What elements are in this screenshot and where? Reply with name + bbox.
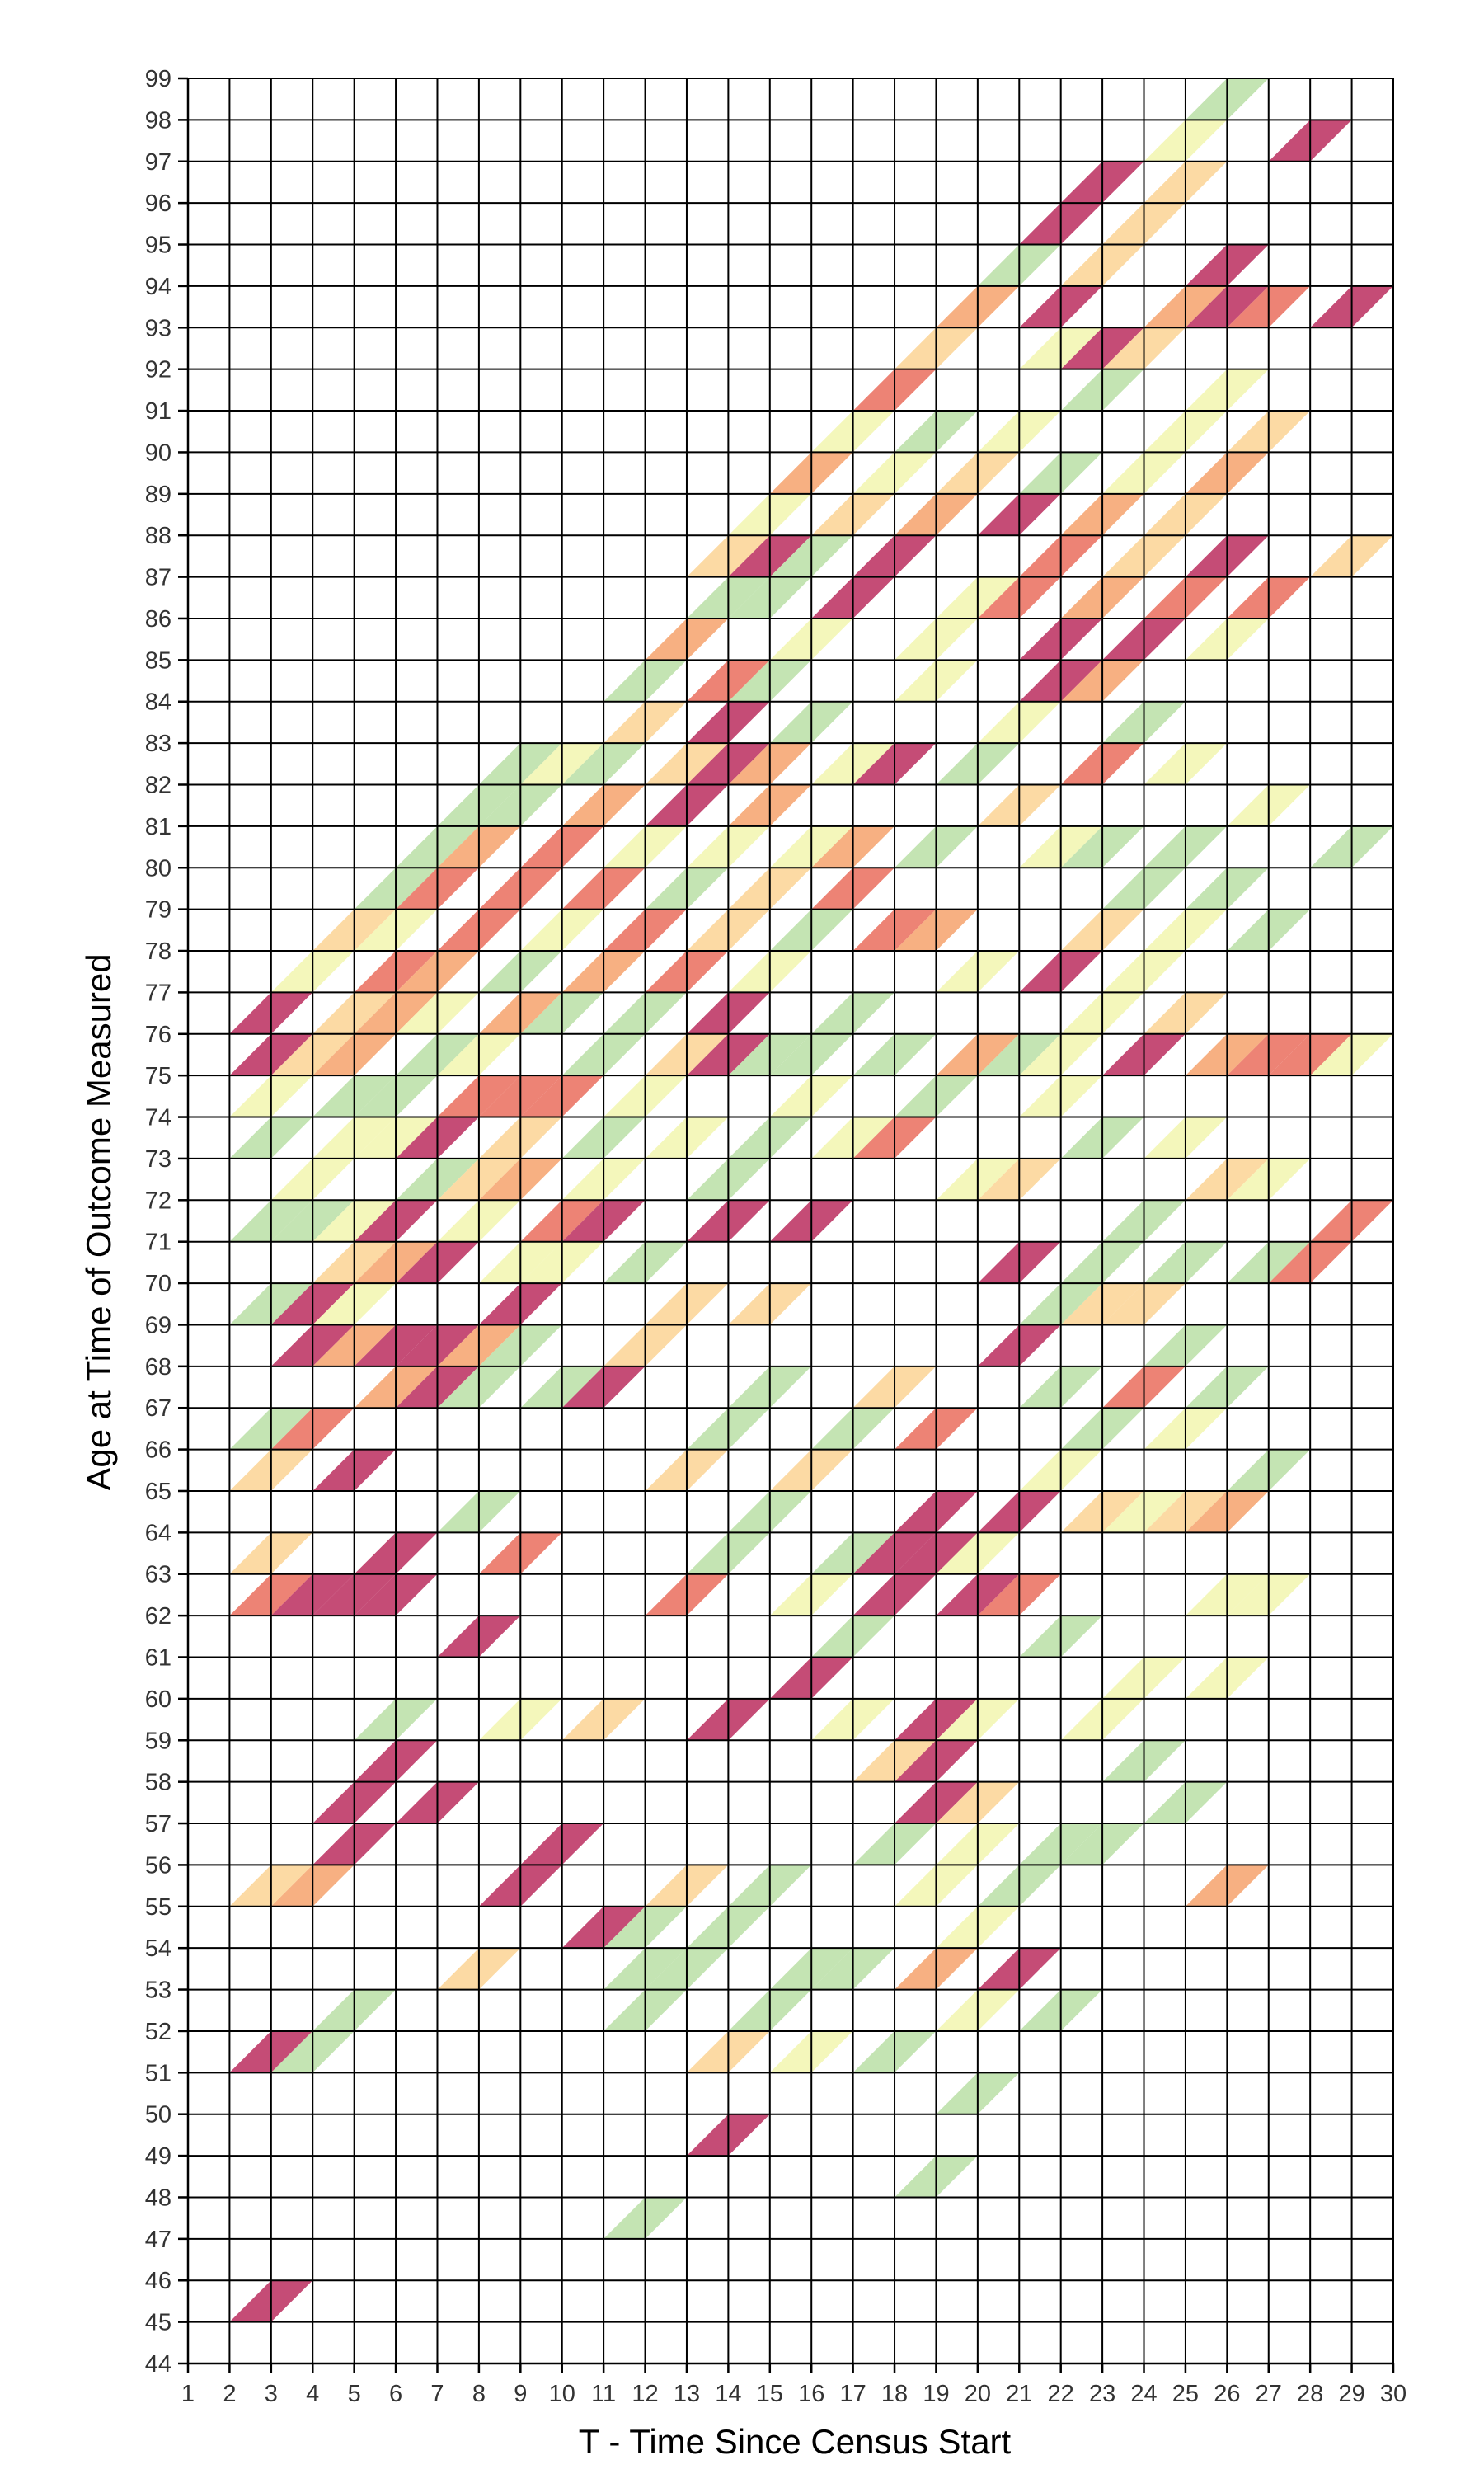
- x-tick-label-3: 3: [265, 2381, 278, 2407]
- y-tick-label-52: 52: [145, 2019, 171, 2045]
- x-tick-label-9: 9: [514, 2381, 527, 2407]
- y-tick-label-56: 56: [145, 1852, 171, 1879]
- y-tick-label-51: 51: [145, 2060, 171, 2086]
- y-tick-label-47: 47: [145, 2227, 171, 2253]
- y-tick-label-91: 91: [145, 398, 171, 425]
- x-tick-label-25: 25: [1172, 2381, 1199, 2407]
- x-tick-label-1: 1: [181, 2381, 195, 2407]
- y-tick-label-67: 67: [145, 1395, 171, 1422]
- y-tick-label-72: 72: [145, 1188, 171, 1214]
- x-tick-label-19: 19: [923, 2381, 949, 2407]
- y-tick-label-60: 60: [145, 1686, 171, 1713]
- x-tick-label-12: 12: [632, 2381, 658, 2407]
- x-tick-label-11: 11: [591, 2381, 616, 2407]
- y-tick-label-85: 85: [145, 647, 171, 674]
- y-tick-label-75: 75: [145, 1063, 171, 1089]
- y-tick-label-71: 71: [145, 1230, 171, 1256]
- y-tick-label-82: 82: [145, 772, 171, 798]
- y-tick-label-45: 45: [145, 2310, 171, 2336]
- y-tick-label-58: 58: [145, 1770, 171, 1796]
- y-tick-label-48: 48: [145, 2185, 171, 2211]
- y-tick-label-86: 86: [145, 606, 171, 633]
- y-tick-label-97: 97: [145, 149, 171, 176]
- y-tick-label-63: 63: [145, 1562, 171, 1588]
- x-tick-label-26: 26: [1214, 2381, 1240, 2407]
- x-tick-label-24: 24: [1130, 2381, 1157, 2407]
- x-tick-label-30: 30: [1380, 2381, 1407, 2407]
- y-tick-label-89: 89: [145, 482, 171, 508]
- y-tick-label-53: 53: [145, 1978, 171, 2004]
- y-tick-label-84: 84: [145, 689, 171, 716]
- y-tick-label-99: 99: [145, 66, 171, 92]
- y-tick-label-87: 87: [145, 565, 171, 591]
- y-tick-label-61: 61: [145, 1645, 171, 1672]
- y-tick-label-55: 55: [145, 1894, 171, 1921]
- x-tick-label-16: 16: [798, 2381, 824, 2407]
- y-tick-label-70: 70: [145, 1271, 171, 1297]
- y-tick-label-54: 54: [145, 1935, 171, 1962]
- x-tick-label-14: 14: [715, 2381, 741, 2407]
- y-tick-label-44: 44: [145, 2351, 171, 2378]
- y-tick-label-93: 93: [145, 315, 171, 341]
- x-tick-label-23: 23: [1089, 2381, 1115, 2407]
- y-tick-label-80: 80: [145, 855, 171, 882]
- y-tick-label-83: 83: [145, 731, 171, 757]
- x-tick-label-8: 8: [472, 2381, 486, 2407]
- x-tick-label-28: 28: [1297, 2381, 1323, 2407]
- x-tick-label-22: 22: [1048, 2381, 1074, 2407]
- y-tick-label-49: 49: [145, 2143, 171, 2170]
- x-tick-label-7: 7: [430, 2381, 444, 2407]
- y-tick-label-98: 98: [145, 107, 171, 134]
- x-tick-label-15: 15: [757, 2381, 783, 2407]
- y-tick-label-94: 94: [145, 274, 171, 300]
- y-tick-label-46: 46: [145, 2268, 171, 2294]
- y-tick-label-76: 76: [145, 1022, 171, 1048]
- y-tick-label-81: 81: [145, 814, 171, 840]
- x-tick-label-13: 13: [674, 2381, 700, 2407]
- y-tick-label-57: 57: [145, 1811, 171, 1837]
- y-tick-label-90: 90: [145, 440, 171, 466]
- y-tick-label-64: 64: [145, 1520, 171, 1546]
- y-tick-label-73: 73: [145, 1146, 171, 1173]
- x-tick-label-4: 4: [306, 2381, 319, 2407]
- y-tick-label-69: 69: [145, 1312, 171, 1338]
- x-tick-label-5: 5: [348, 2381, 361, 2407]
- grid: [187, 78, 1394, 2364]
- y-tick-label-62: 62: [145, 1603, 171, 1630]
- x-tick-labels: 1 2 3 4 5 6 7 8 9 10 11 12 13 14 15 16 17 18 19 20 21 22 23 24 2…: [181, 2381, 1407, 2407]
- y-tick-label-66: 66: [145, 1437, 171, 1464]
- x-tick-label-29: 29: [1338, 2381, 1364, 2407]
- y-tick-label-59: 59: [145, 1728, 171, 1754]
- y-tick-label-92: 92: [145, 357, 171, 383]
- y-tick-label-95: 95: [145, 233, 171, 259]
- x-tick-label-18: 18: [881, 2381, 908, 2407]
- y-axis-title: Age at Time of Outcome Measured: [79, 953, 118, 1490]
- x-tick-label-10: 10: [549, 2381, 575, 2407]
- y-tick-label-88: 88: [145, 523, 171, 549]
- y-tick-label-68: 68: [145, 1354, 171, 1380]
- x-tick-label-21: 21: [1006, 2381, 1032, 2407]
- axes: [178, 77, 1395, 2373]
- y-tick-label-77: 77: [145, 980, 171, 1006]
- x-tick-label-17: 17: [839, 2381, 866, 2407]
- y-tick-label-79: 79: [145, 897, 171, 924]
- x-tick-label-27: 27: [1256, 2381, 1282, 2407]
- y-tick-label-50: 50: [145, 2102, 171, 2128]
- y-tick-label-96: 96: [145, 190, 171, 217]
- y-tick-label-65: 65: [145, 1479, 171, 1505]
- x-tick-label-20: 20: [965, 2381, 991, 2407]
- y-tick-label-78: 78: [145, 938, 171, 965]
- y-tick-label-74: 74: [145, 1105, 171, 1131]
- y-tick-labels: 44 45 46 47 48 49 50 51 52 53 54 55 56 57 58 59 60 61 62 63…: [145, 66, 171, 2378]
- x-tick-label-2: 2: [223, 2381, 236, 2407]
- x-axis-title: T - Time Since Census Start: [579, 2422, 1012, 2461]
- x-tick-label-6: 6: [389, 2381, 402, 2407]
